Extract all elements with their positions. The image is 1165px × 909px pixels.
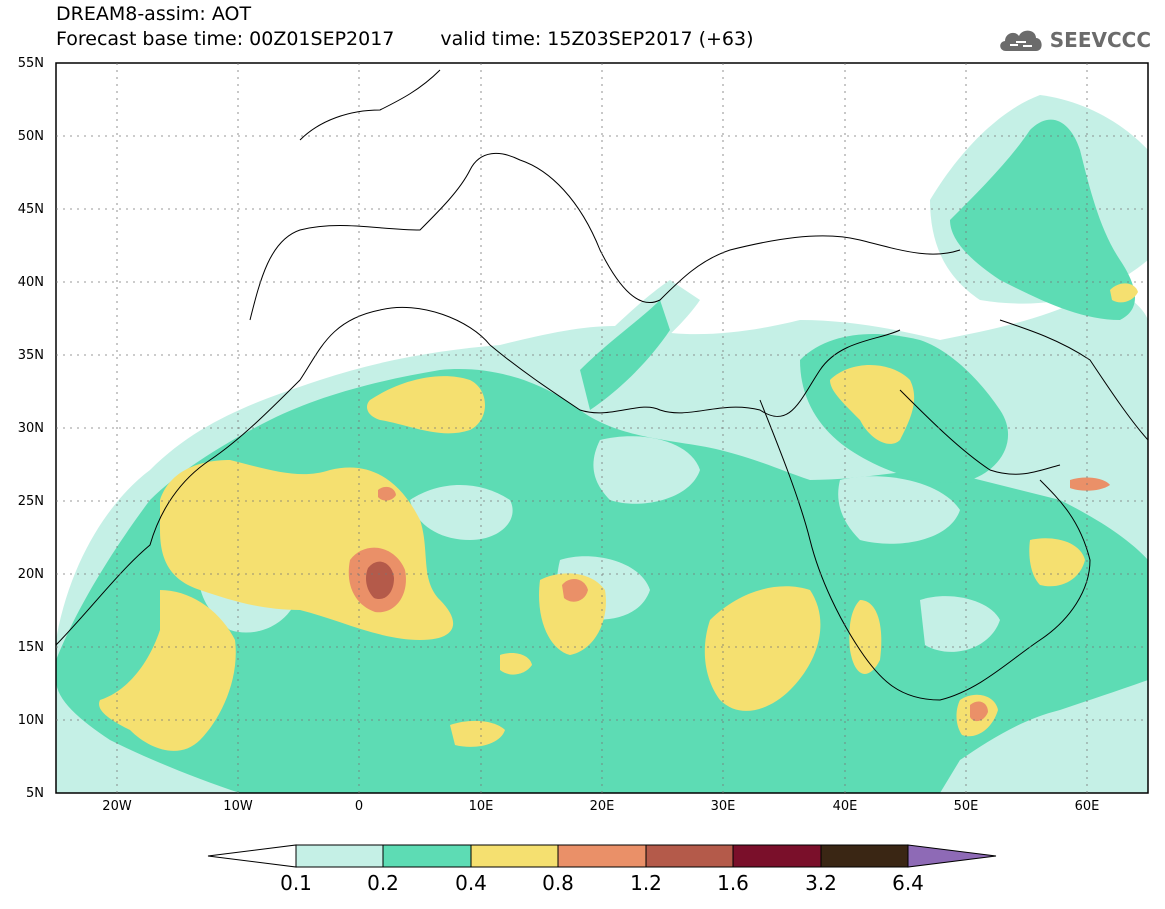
- colorbar-labels: 0.1 0.2 0.4 0.8 1.2 1.6 3.2 6.4: [280, 871, 924, 895]
- colorbar-label-6.4: 6.4: [892, 871, 924, 895]
- colorbar-bin-2: [382, 844, 472, 868]
- lat-tick-20n: 20N: [18, 567, 44, 582]
- colorbar-min-arrow: [207, 844, 297, 868]
- colorbar-label-0.2: 0.2: [367, 871, 399, 895]
- cloud-icon: [999, 30, 1042, 51]
- lat-tick-10n: 10N: [18, 713, 44, 728]
- lat-tick-40n: 40N: [18, 275, 44, 290]
- lon-tick-20e: 20E: [590, 799, 615, 814]
- colorbar-bin-7: [820, 844, 909, 868]
- lon-tick-10w: 10W: [223, 799, 253, 814]
- lon-tick-60e: 60E: [1075, 799, 1100, 814]
- colorbar-bin-4: [557, 844, 647, 868]
- lat-tick-50n: 50N: [18, 129, 44, 144]
- lon-tick-10e: 10E: [469, 799, 494, 814]
- lon-tick-30e: 30E: [711, 799, 736, 814]
- lon-tick-40e: 40E: [833, 799, 858, 814]
- colorbar-label-1.6: 1.6: [717, 871, 749, 895]
- lat-tick-45n: 45N: [18, 202, 44, 217]
- map-title: DREAM8-assim: AOT: [56, 3, 252, 25]
- lon-tick-0: 0: [355, 799, 363, 814]
- colorbar-max-arrow: [907, 844, 997, 868]
- colorbar-bin-3: [470, 844, 559, 868]
- coastlines: [56, 69, 1148, 701]
- lat-tick-15n: 15N: [18, 640, 44, 655]
- colorbar-bin-6: [732, 844, 822, 868]
- colorbar-label-1.2: 1.2: [630, 871, 662, 895]
- logo-text: SEEVCCC: [1049, 28, 1151, 52]
- colorbar-bin-5: [645, 844, 734, 868]
- lat-tick-35n: 35N: [18, 348, 44, 363]
- lat-tick-25n: 25N: [18, 494, 44, 509]
- lon-tick-labels: 20W 10W 0 10E 20E 30E 40E 50E 60E: [102, 799, 1099, 814]
- colorbar-label-3.2: 3.2: [805, 871, 837, 895]
- seevccc-logo: SEEVCCC: [996, 24, 1151, 56]
- colorbar: [207, 844, 997, 868]
- lat-tick-55n: 55N: [18, 56, 44, 71]
- lat-tick-5n: 5N: [26, 786, 44, 801]
- lon-tick-50e: 50E: [954, 799, 979, 814]
- base-time-label: Forecast base time: 00Z01SEP2017: [56, 28, 395, 50]
- colorbar-label-0.1: 0.1: [280, 871, 312, 895]
- colorbar-bin-1: [295, 844, 384, 868]
- gridlines: [56, 63, 1148, 793]
- colorbar-label-0.8: 0.8: [542, 871, 574, 895]
- lat-tick-30n: 30N: [18, 421, 44, 436]
- lat-tick-labels: 5N 10N 15N 20N 25N 30N 35N 40N 45N 50N 5…: [18, 56, 44, 801]
- lon-tick-20w: 20W: [102, 799, 132, 814]
- valid-time-label: valid time: 15Z03SEP2017 (+63): [440, 28, 754, 50]
- colorbar-label-0.4: 0.4: [455, 871, 487, 895]
- time-info: Forecast base time: 00Z01SEP2017 valid ti…: [56, 28, 754, 50]
